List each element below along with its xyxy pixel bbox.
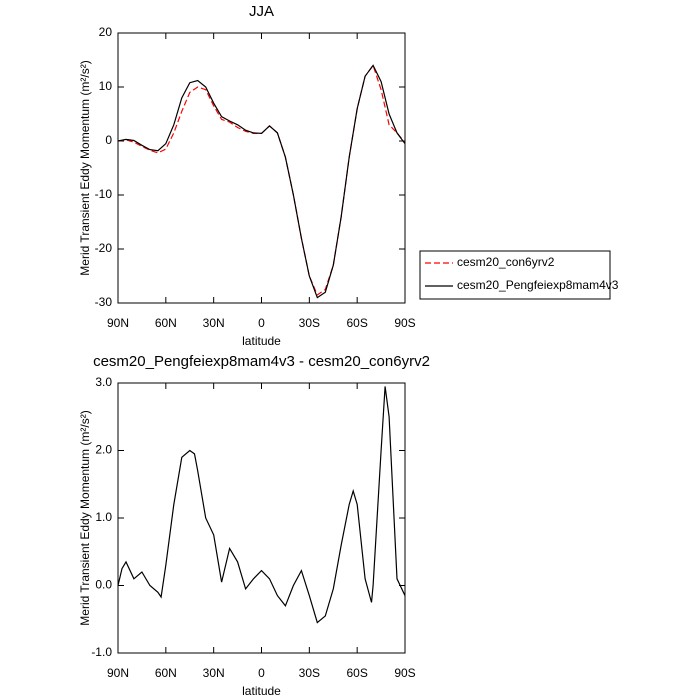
x-tick-label: 0 [258, 316, 265, 330]
y-tick-label: 1.0 [95, 510, 112, 524]
y-tick-label: -10 [95, 187, 113, 201]
x-tick-label: 60N [155, 666, 177, 680]
x-tick-label: 30S [299, 666, 320, 680]
plot-frame [117, 382, 406, 654]
y-tick-label: -1.0 [91, 645, 112, 659]
series-line [117, 386, 406, 624]
legend-box [419, 250, 611, 300]
series-line [117, 64, 406, 299]
y-tick-label: 2.0 [95, 443, 112, 457]
y-tick-label: 20 [99, 25, 113, 39]
x-axis-label: latitude [242, 684, 281, 698]
x-tick-label: 90S [394, 666, 415, 680]
x-tick-label: 90N [107, 316, 129, 330]
y-tick-label: -20 [95, 241, 113, 255]
series-line [117, 64, 406, 296]
legend-label: cesm20_Pengfeiexp8mam4v3 [457, 278, 619, 292]
plot-frame [117, 32, 406, 304]
x-tick-label: 60S [346, 666, 367, 680]
y-tick-label: 0.0 [95, 578, 112, 592]
y-tick-label: -30 [95, 295, 113, 309]
x-tick-label: 60S [346, 316, 367, 330]
chart-title: JJA [249, 3, 274, 20]
y-tick-label: 3.0 [95, 375, 112, 389]
chart-title: cesm20_Pengfeiexp8mam4v3 - cesm20_con6yr… [93, 353, 430, 370]
y-axis-label: Merid Transient Eddy Momentum (m²/s²) [78, 410, 92, 625]
y-tick-label: 0 [105, 133, 112, 147]
legend: cesm20_con6yrv2 cesm20_Pengfeiexp8mam4v3 [419, 250, 619, 300]
x-tick-label: 30N [203, 666, 225, 680]
x-tick-label: 60N [155, 316, 177, 330]
legend-label: cesm20_con6yrv2 [457, 255, 555, 269]
y-tick-label: 10 [99, 79, 113, 93]
x-tick-label: 90N [107, 666, 129, 680]
y-axis-label: Merid Transient Eddy Momentum (m²/s²) [78, 60, 92, 275]
x-tick-label: 30N [203, 316, 225, 330]
x-tick-label: 90S [394, 316, 415, 330]
x-axis-label: latitude [242, 334, 281, 348]
x-tick-label: 0 [258, 666, 265, 680]
x-tick-label: 30S [299, 316, 320, 330]
